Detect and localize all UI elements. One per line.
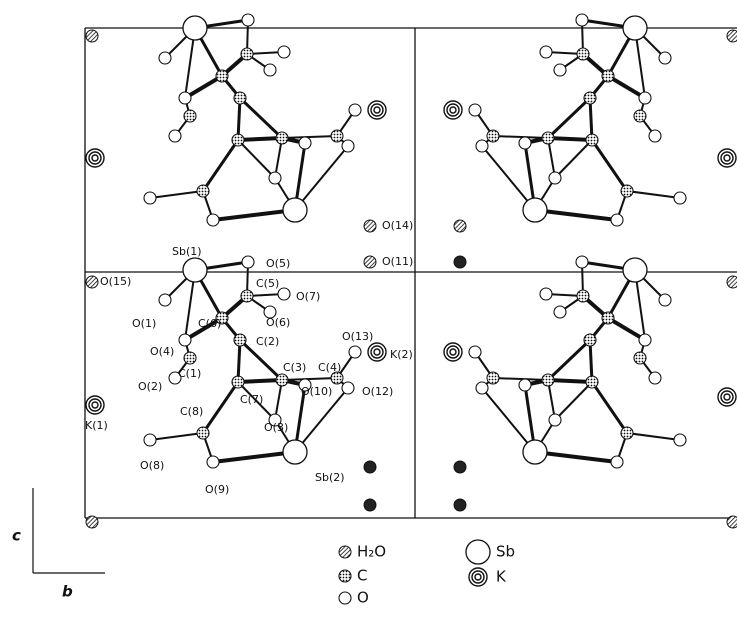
k-atom (89, 152, 101, 164)
atom-label: C(2) (256, 335, 279, 348)
atom-label: K(2) (390, 348, 413, 361)
legend-label: H₂O (357, 543, 386, 561)
water (339, 546, 351, 558)
atom-label: O(11) (382, 255, 413, 268)
k-atom (721, 152, 733, 164)
atom-label: O(7) (296, 290, 320, 303)
legend-label: Sb (496, 543, 515, 561)
atom-label: C(7) (240, 393, 263, 406)
k-atom (92, 402, 98, 408)
c-atom (339, 570, 351, 582)
atom-label: C(8) (180, 405, 203, 418)
atom-label: O(1) (132, 317, 156, 330)
water (454, 499, 466, 511)
k-atom (721, 391, 733, 403)
water (86, 30, 98, 42)
atom-label: O(13) (342, 330, 373, 343)
atom-label: Sb(2) (315, 471, 345, 484)
structure-diagram: c b Sb(1) O(5) C(5) O(7) O(6) O(1) C(6) C(2) O(4… (0, 0, 737, 624)
legend-label: K (496, 568, 507, 586)
k-atom (475, 574, 481, 580)
water (364, 256, 376, 268)
water (364, 220, 376, 232)
k-atom (89, 399, 101, 411)
atom-label: C(6) (198, 317, 221, 330)
k-atom (724, 155, 730, 161)
molecule (444, 256, 686, 468)
water (727, 30, 737, 42)
atom-label: O(3) (264, 421, 288, 434)
atom-label: O(8) (140, 459, 164, 472)
atom-label: O(6) (266, 316, 290, 329)
atom-label: K(1) (85, 419, 108, 432)
water (727, 516, 737, 528)
atom-label: O(9) (205, 483, 229, 496)
water (364, 499, 376, 511)
atom-label: C(4) (318, 361, 341, 374)
axis-b: b (62, 583, 73, 601)
axis-c: c (12, 527, 21, 545)
k-atom (472, 571, 484, 583)
axes (33, 488, 105, 573)
o-atom (339, 592, 351, 604)
molecule (144, 14, 386, 226)
water (364, 461, 376, 473)
atom-label: O(2) (138, 380, 162, 393)
legend-label: O (357, 589, 369, 607)
k-atom (724, 394, 730, 400)
atom-label: O(4) (150, 345, 174, 358)
atom-label: O(10) (301, 385, 332, 398)
water (86, 516, 98, 528)
atom-label: C(1) (178, 367, 201, 380)
molecule (444, 14, 686, 226)
k-atom (92, 155, 98, 161)
water (454, 220, 466, 232)
atom-label: O(5) (266, 257, 290, 270)
atom-label: Sb(1) (172, 245, 202, 258)
legend-label: C (357, 567, 367, 585)
legend: H₂O CO Sb K (339, 540, 515, 607)
atom-label: O(12) (362, 385, 393, 398)
water (727, 276, 737, 288)
sb-atom (466, 540, 490, 564)
water (86, 276, 98, 288)
atom-label: C(5) (256, 277, 279, 290)
atom-label: O(15) (100, 275, 131, 288)
water (454, 461, 466, 473)
water (454, 256, 466, 268)
atom-label: C(3) (283, 361, 306, 374)
atom-label: O(14) (382, 219, 413, 232)
